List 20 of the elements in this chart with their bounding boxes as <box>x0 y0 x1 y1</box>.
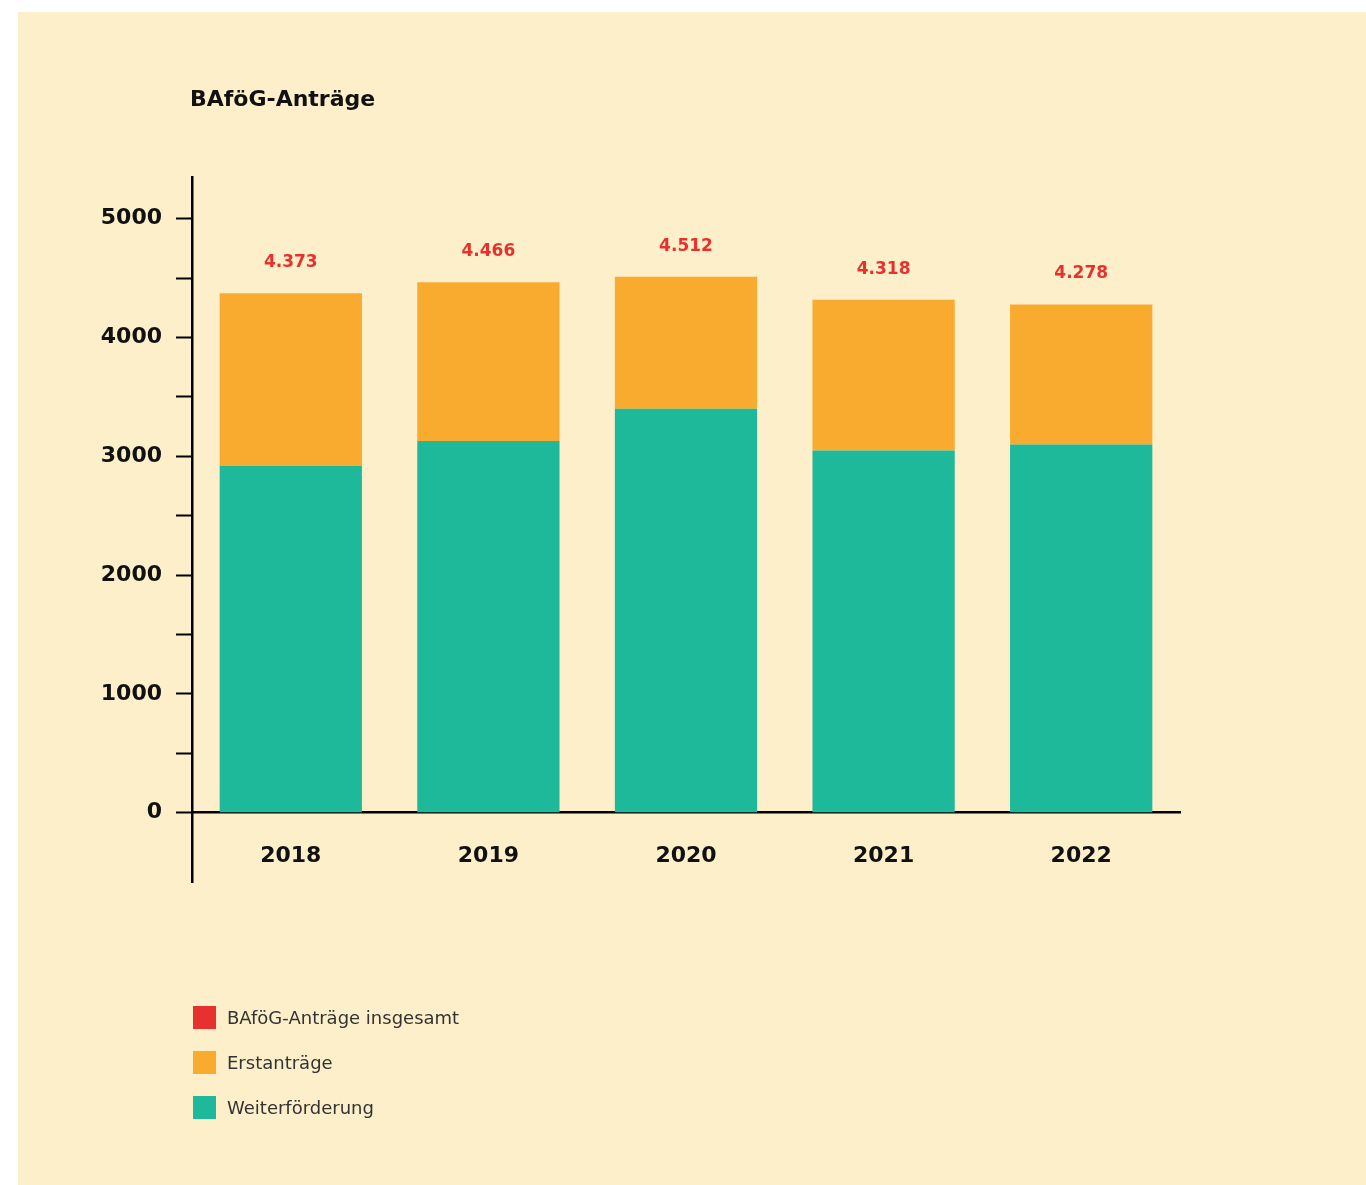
legend-label: BAföG-Anträge insgesamt <box>227 1007 460 1028</box>
x-tick-label: 2018 <box>260 841 322 867</box>
y-tick-label: 4000 <box>100 323 162 349</box>
y-tick-label: 0 <box>146 798 162 824</box>
x-tick-label: 2021 <box>852 841 915 867</box>
y-tick-label: 3000 <box>100 442 162 468</box>
total-label: 4.278 <box>1054 262 1109 283</box>
x-tick-label: 2020 <box>655 841 717 867</box>
chart-title: BAföG-Anträge <box>190 86 376 111</box>
total-label: 4.373 <box>263 251 318 272</box>
total-label: 4.318 <box>856 257 911 278</box>
y-tick-label: 2000 <box>100 560 162 586</box>
y-tick-label: 5000 <box>100 204 162 230</box>
legend-label: Erstanträge <box>227 1052 333 1073</box>
total-label: 4.466 <box>461 240 516 261</box>
total-label: 4.512 <box>659 234 713 255</box>
x-tick-label: 2022 <box>1050 841 1112 867</box>
legend-label: Weiterförderung <box>227 1097 374 1118</box>
y-tick-label: 1000 <box>100 679 162 705</box>
x-tick-label: 2019 <box>457 841 520 867</box>
